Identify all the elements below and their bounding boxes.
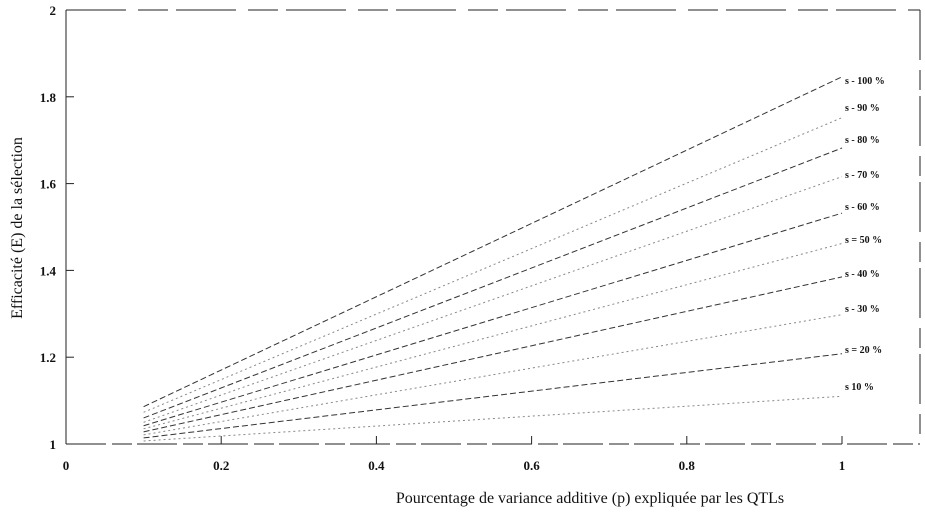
series-end-label: s - 60 %	[845, 202, 880, 213]
x-tick-label: 0.6	[523, 458, 540, 473]
series-line	[143, 395, 843, 442]
series-line	[143, 176, 843, 423]
series-line	[143, 76, 843, 408]
y-axis-title: Efficacité (E) de la sélection	[9, 137, 26, 319]
series-end-label: s - 90 %	[845, 103, 880, 114]
series-end-label: s - 30 %	[845, 304, 880, 315]
x-tick-label: 1	[839, 458, 846, 473]
plot-frame	[65, 9, 921, 445]
x-tick-label: 0.4	[368, 458, 385, 473]
x-tick-label: 0.2	[213, 458, 229, 473]
y-tick-label: 1.6	[40, 177, 57, 192]
series-end-label: s - 40 %	[845, 269, 880, 280]
x-axis-title: Pourcentage de variance additive (p) exp…	[396, 490, 784, 507]
series-line	[143, 276, 843, 433]
series-line	[143, 147, 843, 419]
series-end-label: s = 50 %	[845, 235, 882, 246]
series-line	[143, 212, 843, 427]
y-tick-label: 1.2	[40, 350, 56, 365]
x-tick-label: 0	[63, 458, 70, 473]
series-end-label: s - 70 %	[845, 170, 880, 181]
series-line	[143, 117, 843, 413]
series-end-label: s - 100 %	[845, 76, 885, 87]
y-tick-label: 1.8	[40, 90, 57, 105]
series-line	[143, 243, 843, 430]
y-tick-label: 1	[50, 437, 57, 452]
series-line	[143, 314, 843, 436]
series-end-label: s 10 %	[845, 382, 874, 393]
series-line	[143, 353, 843, 439]
series-end-label: s - 80 %	[845, 135, 880, 146]
y-tick-label: 1.4	[40, 263, 57, 278]
series-end-label: s = 20 %	[845, 345, 882, 356]
y-tick-label: 2	[50, 3, 57, 18]
x-tick-label: 0.8	[679, 458, 696, 473]
